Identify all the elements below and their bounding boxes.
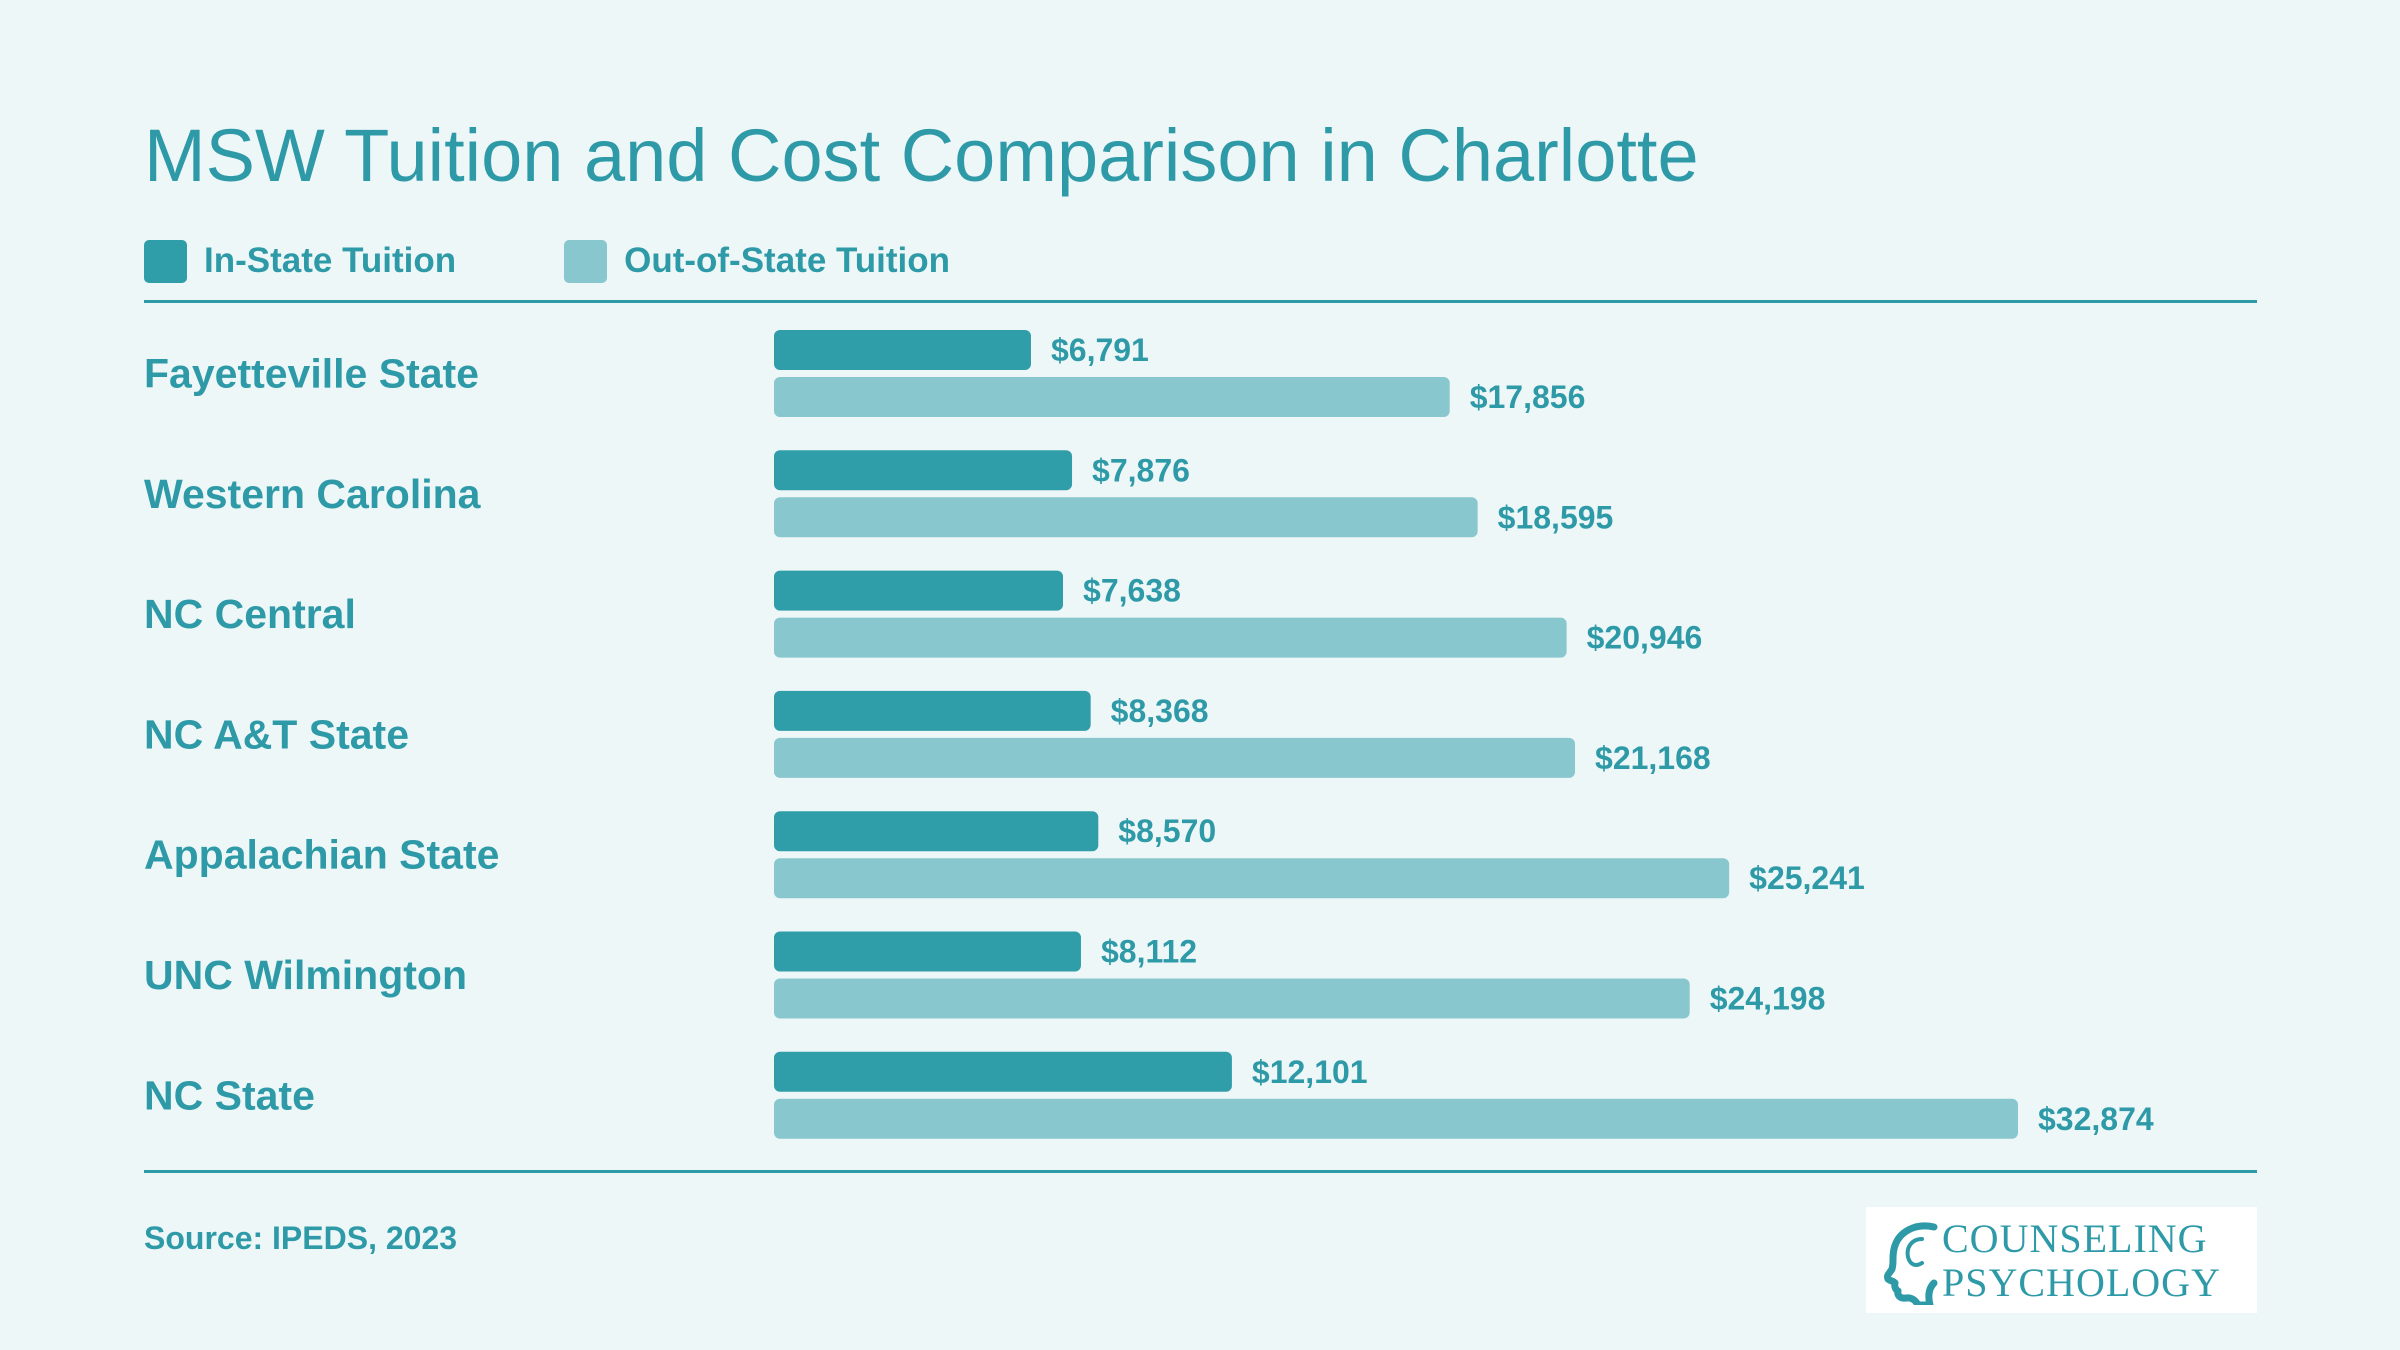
legend-swatch-in-state: [144, 239, 187, 283]
value-label-in-state: $7,876: [1092, 452, 1190, 488]
value-label-out-of-state: $20,946: [1587, 620, 1703, 656]
bar-in-state: [774, 811, 1099, 852]
bar-out-of-state: [774, 858, 1730, 899]
category-label: Appalachian State: [144, 832, 499, 878]
bar-out-of-state: [774, 617, 1567, 658]
category-label: Fayetteville State: [144, 351, 479, 397]
bar-out-of-state: [774, 497, 1478, 538]
bottom-divider: [144, 1170, 2257, 1173]
value-label-out-of-state: $24,198: [1710, 981, 1826, 1017]
category-label: NC Central: [144, 591, 356, 637]
value-label-in-state: $7,638: [1083, 573, 1181, 609]
legend-item-out-of-state: Out-of-State Tuition: [564, 239, 951, 283]
value-label-out-of-state: $17,856: [1470, 379, 1586, 415]
category-label: UNC Wilmington: [144, 952, 467, 998]
value-label-in-state: $8,570: [1118, 813, 1216, 849]
value-label-out-of-state: $32,874: [2038, 1101, 2154, 1137]
logo-text-line1: COUNSELING: [1942, 1216, 2208, 1261]
bar-in-state: [774, 330, 1031, 370]
category-label: NC State: [144, 1072, 315, 1118]
value-label-in-state: $6,791: [1051, 332, 1149, 368]
category-label: NC A&T State: [144, 711, 409, 757]
bar-in-state: [774, 450, 1073, 491]
bar-out-of-state: [774, 737, 1576, 778]
logo-text-line2: PSYCHOLOGY: [1942, 1260, 2221, 1305]
legend: In-State Tuition Out-of-State Tuition: [144, 238, 1058, 284]
bar-in-state: [774, 570, 1064, 611]
legend-label-out-of-state: Out-of-State Tuition: [624, 241, 951, 280]
bar-out-of-state: [774, 978, 1690, 1019]
value-label-in-state: $12,101: [1252, 1054, 1368, 1090]
bar-out-of-state: [774, 377, 1450, 417]
counseling-psychology-logo: COUNSELING PSYCHOLOGY: [1866, 1207, 2257, 1313]
category-label: Western Carolina: [144, 471, 482, 517]
bar-in-state: [774, 1051, 1232, 1092]
bar-out-of-state: [774, 1098, 2018, 1139]
legend-swatch-out-of-state: [564, 239, 608, 283]
value-label-out-of-state: $18,595: [1498, 499, 1614, 535]
bar-in-state: [774, 690, 1091, 731]
top-divider: [144, 300, 2257, 303]
legend-item-in-state: In-State Tuition: [144, 239, 457, 283]
value-label-in-state: $8,368: [1111, 693, 1209, 729]
bar-in-state: [774, 931, 1081, 972]
head-profile-icon: [1884, 1222, 1938, 1305]
value-label-out-of-state: $25,241: [1749, 860, 1865, 896]
legend-label-in-state: In-State Tuition: [204, 241, 457, 280]
source-note: Source: IPEDS, 2023: [144, 1220, 458, 1256]
chart-title: MSW Tuition and Cost Comparison in Charl…: [144, 114, 1699, 197]
value-label-in-state: $8,112: [1101, 934, 1197, 970]
value-label-out-of-state: $21,168: [1595, 740, 1711, 776]
